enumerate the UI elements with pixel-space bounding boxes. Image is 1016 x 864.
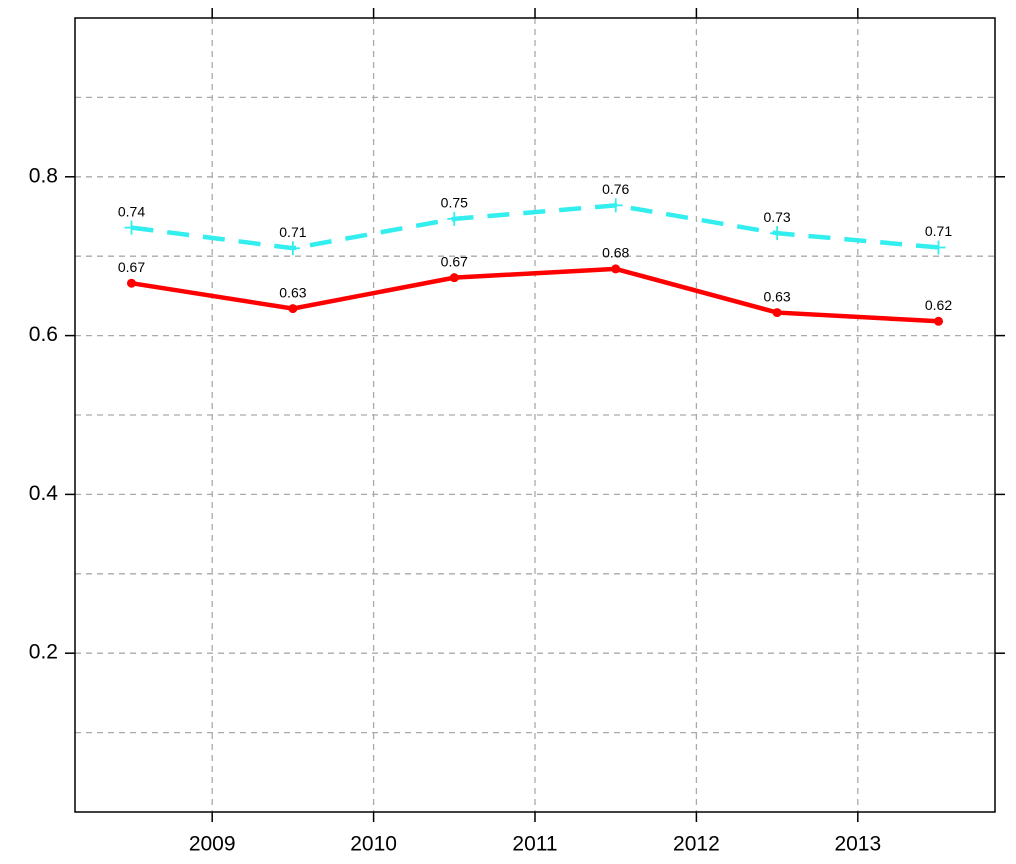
point bbox=[608, 198, 623, 213]
point bbox=[285, 241, 300, 256]
x-tick-label: 2009 bbox=[189, 833, 236, 856]
y-tick-label: 0.8 bbox=[29, 164, 58, 187]
series-line bbox=[131, 203, 939, 251]
data-label: 0.63 bbox=[279, 284, 306, 300]
point bbox=[611, 264, 621, 274]
point bbox=[772, 308, 782, 318]
data-label: 0.67 bbox=[441, 253, 468, 269]
point bbox=[770, 226, 785, 241]
point bbox=[931, 240, 946, 255]
data-label: 0.67 bbox=[118, 259, 145, 275]
y-tick-label: 0.4 bbox=[29, 482, 59, 505]
x-tick-label: 2012 bbox=[673, 833, 720, 856]
data-label: 0.68 bbox=[602, 245, 629, 261]
point bbox=[447, 211, 462, 226]
y-tick-label: 0.2 bbox=[29, 641, 58, 664]
series-line bbox=[131, 266, 939, 324]
data-label: 0.62 bbox=[925, 297, 952, 313]
point bbox=[934, 316, 944, 326]
point bbox=[449, 273, 459, 283]
data-label: 0.76 bbox=[602, 181, 629, 197]
data-label: 0.71 bbox=[279, 224, 306, 240]
x-tick-label: 2011 bbox=[512, 833, 557, 856]
x-tick-label: 2013 bbox=[834, 833, 881, 856]
data-label: 0.73 bbox=[763, 209, 790, 225]
data-label: 0.74 bbox=[118, 203, 145, 219]
x-tick-label: 2010 bbox=[350, 833, 397, 856]
data-label: 0.63 bbox=[763, 288, 790, 304]
y-tick-label: 0.6 bbox=[29, 323, 58, 346]
data-label: 0.75 bbox=[441, 195, 468, 211]
point bbox=[124, 220, 139, 235]
point bbox=[288, 304, 298, 314]
point bbox=[126, 278, 136, 288]
data-label: 0.71 bbox=[925, 223, 952, 239]
